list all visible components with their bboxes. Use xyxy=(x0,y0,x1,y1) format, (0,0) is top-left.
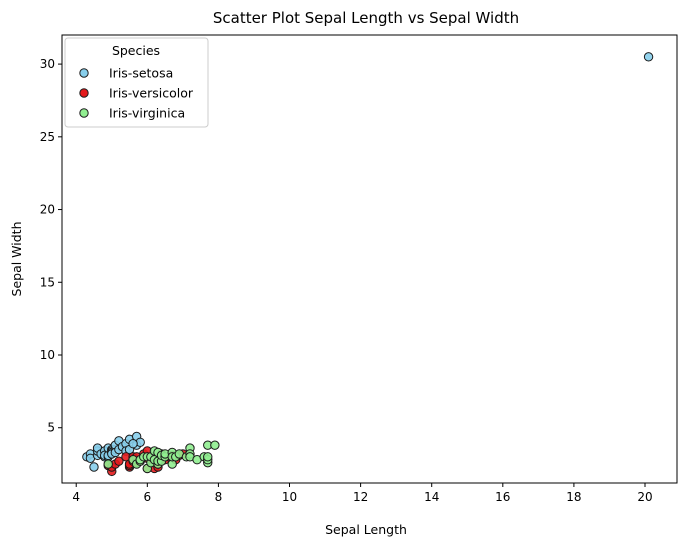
x-tick-label: 8 xyxy=(215,490,223,504)
legend-label: Iris-setosa xyxy=(109,66,173,81)
y-tick-label: 10 xyxy=(40,348,55,362)
x-tick-label: 20 xyxy=(637,490,652,504)
data-point-iris-setosa xyxy=(128,439,138,449)
y-axis: 5 10 15 20 25 30 xyxy=(40,57,62,435)
x-tick-label: 6 xyxy=(143,490,151,504)
legend: Species Iris-setosa Iris-versicolor Iris-v… xyxy=(64,37,209,128)
x-tick-label: 14 xyxy=(424,490,439,504)
x-tick-label: 4 xyxy=(72,490,80,504)
y-tick-label: 20 xyxy=(40,203,55,217)
chart-title: Scatter Plot Sepal Length vs Sepal Width xyxy=(213,9,519,27)
y-tick-label: 30 xyxy=(40,57,55,71)
data-point-iris-setosa xyxy=(89,462,99,472)
data-point-iris-virginica xyxy=(203,452,213,462)
x-tick-label: 10 xyxy=(282,490,297,504)
legend-label: Iris-versicolor xyxy=(109,86,194,101)
legend-marker xyxy=(79,108,89,118)
x-axis: 4 6 8 10 12 14 16 18 20 xyxy=(72,483,653,504)
data-point-iris-setosa xyxy=(643,52,654,62)
legend-box xyxy=(64,37,209,128)
legend-title: Species xyxy=(112,43,160,58)
data-point-iris-virginica xyxy=(103,459,113,469)
data-point-iris-versicolor xyxy=(114,456,124,466)
legend-marker xyxy=(79,88,89,98)
y-tick-label: 5 xyxy=(47,421,55,435)
y-tick-label: 25 xyxy=(40,130,55,144)
data-points-layer xyxy=(82,52,654,477)
data-point-iris-virginica xyxy=(210,440,220,450)
x-tick-label: 18 xyxy=(566,490,581,504)
y-tick-label: 15 xyxy=(40,275,55,289)
y-axis-label: Sepal Width xyxy=(9,222,24,297)
x-tick-label: 16 xyxy=(495,490,510,504)
legend-label: Iris-virginica xyxy=(109,106,185,121)
legend-marker xyxy=(79,68,89,78)
x-tick-label: 12 xyxy=(353,490,368,504)
x-axis-label: Sepal Length xyxy=(325,522,407,537)
plot-frame xyxy=(61,34,678,484)
